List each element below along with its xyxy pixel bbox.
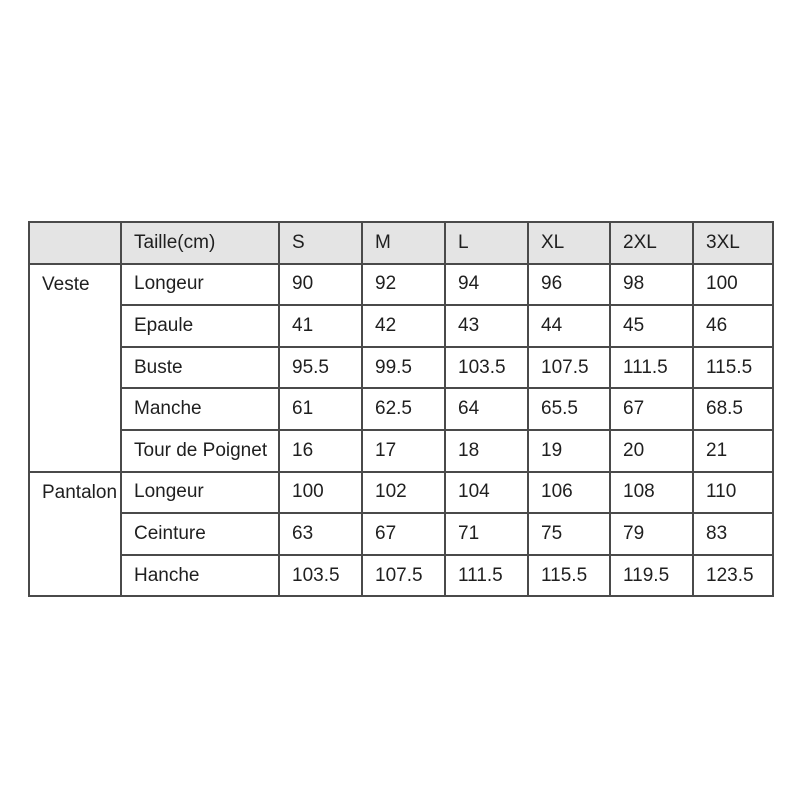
value-cell: 67 bbox=[609, 387, 694, 431]
table-row: Veste Longeur 90 92 94 96 98 100 bbox=[28, 262, 774, 473]
value-cell: 99.5 bbox=[361, 345, 446, 390]
size-chart-body: Veste Longeur 90 92 94 96 98 100 Epaule 41 42 43 44 4… bbox=[28, 262, 774, 598]
table-row: Epaule 41 42 43 44 45 46 bbox=[29, 304, 774, 348]
value-cell: 92 bbox=[361, 262, 446, 307]
header-cell: XL bbox=[527, 221, 611, 265]
value-cell: 62.5 bbox=[361, 387, 446, 431]
row-group-cell: Pantalon bbox=[28, 470, 122, 598]
measure-label-cell: Hanche bbox=[120, 553, 280, 598]
value-cell: 100 bbox=[692, 262, 774, 307]
value-cell: 68.5 bbox=[692, 387, 774, 431]
value-cell: 19 bbox=[527, 428, 611, 473]
measure-label-cell: Ceinture bbox=[120, 512, 280, 556]
measure-label-cell: Longeur bbox=[120, 262, 280, 307]
value-cell: 103.5 bbox=[444, 345, 529, 390]
value-cell: 18 bbox=[444, 428, 529, 473]
value-cell: 75 bbox=[527, 512, 611, 556]
value-cell: 115.5 bbox=[692, 345, 774, 390]
value-cell: 123.5 bbox=[692, 553, 774, 598]
value-cell: 102 bbox=[361, 470, 446, 515]
value-cell: 45 bbox=[609, 304, 694, 348]
value-cell: 41 bbox=[278, 304, 363, 348]
value-cell: 104 bbox=[444, 470, 529, 515]
value-cell: 71 bbox=[444, 512, 529, 556]
value-cell: 16 bbox=[278, 428, 363, 473]
value-cell: 63 bbox=[278, 512, 363, 556]
size-chart-table: Taille(cm) S M L XL 2XL 3XL Veste Longeur 90 92 94… bbox=[28, 221, 774, 598]
table-row: Tour de Poignet 16 17 18 19 20 21 bbox=[29, 428, 774, 473]
value-cell: 64 bbox=[444, 387, 529, 431]
measure-label-cell: Tour de Poignet bbox=[120, 428, 280, 473]
table-row: Ceinture 63 67 71 75 79 83 bbox=[29, 512, 774, 556]
header-cell: Taille(cm) bbox=[120, 221, 280, 265]
value-cell: 119.5 bbox=[609, 553, 694, 598]
value-cell: 106 bbox=[527, 470, 611, 515]
value-cell: 107.5 bbox=[527, 345, 611, 390]
value-cell: 96 bbox=[527, 262, 611, 307]
value-cell: 115.5 bbox=[527, 553, 611, 598]
value-cell: 79 bbox=[609, 512, 694, 556]
value-cell: 42 bbox=[361, 304, 446, 348]
value-cell: 43 bbox=[444, 304, 529, 348]
value-cell: 67 bbox=[361, 512, 446, 556]
header-corner-cell bbox=[28, 221, 122, 265]
value-cell: 44 bbox=[527, 304, 611, 348]
value-cell: 21 bbox=[692, 428, 774, 473]
value-cell: 103.5 bbox=[278, 553, 363, 598]
measure-label-cell: Epaule bbox=[120, 304, 280, 348]
size-chart-header: Taille(cm) S M L XL 2XL 3XL bbox=[28, 221, 774, 265]
value-cell: 17 bbox=[361, 428, 446, 473]
value-cell: 90 bbox=[278, 262, 363, 307]
value-cell: 46 bbox=[692, 304, 774, 348]
header-row: Taille(cm) S M L XL 2XL 3XL bbox=[28, 221, 774, 265]
table-row: Manche 61 62.5 64 65.5 67 68.5 bbox=[29, 387, 774, 431]
table-row: Buste 95.5 99.5 103.5 107.5 111.5 115.5 bbox=[29, 345, 774, 390]
table-row: Pantalon Longeur 100 102 104 106 108 110 bbox=[28, 470, 774, 598]
header-cell: 2XL bbox=[609, 221, 694, 265]
value-cell: 83 bbox=[692, 512, 774, 556]
value-cell: 61 bbox=[278, 387, 363, 431]
measure-label-cell: Buste bbox=[120, 345, 280, 390]
measure-label-cell: Longeur bbox=[120, 470, 280, 515]
value-cell: 98 bbox=[609, 262, 694, 307]
value-cell: 111.5 bbox=[609, 345, 694, 390]
value-cell: 110 bbox=[692, 470, 774, 515]
value-cell: 108 bbox=[609, 470, 694, 515]
value-cell: 111.5 bbox=[444, 553, 529, 598]
value-cell: 20 bbox=[609, 428, 694, 473]
table-row: Hanche 103.5 107.5 111.5 115.5 119.5 123.5 bbox=[29, 553, 774, 598]
value-cell: 95.5 bbox=[278, 345, 363, 390]
header-cell: 3XL bbox=[692, 221, 774, 265]
value-cell: 107.5 bbox=[361, 553, 446, 598]
value-cell: 100 bbox=[278, 470, 363, 515]
header-cell: L bbox=[444, 221, 529, 265]
row-group-cell: Veste bbox=[28, 262, 122, 473]
value-cell: 94 bbox=[444, 262, 529, 307]
header-cell: M bbox=[361, 221, 446, 265]
value-cell: 65.5 bbox=[527, 387, 611, 431]
measure-label-cell: Manche bbox=[120, 387, 280, 431]
header-cell: S bbox=[278, 221, 363, 265]
